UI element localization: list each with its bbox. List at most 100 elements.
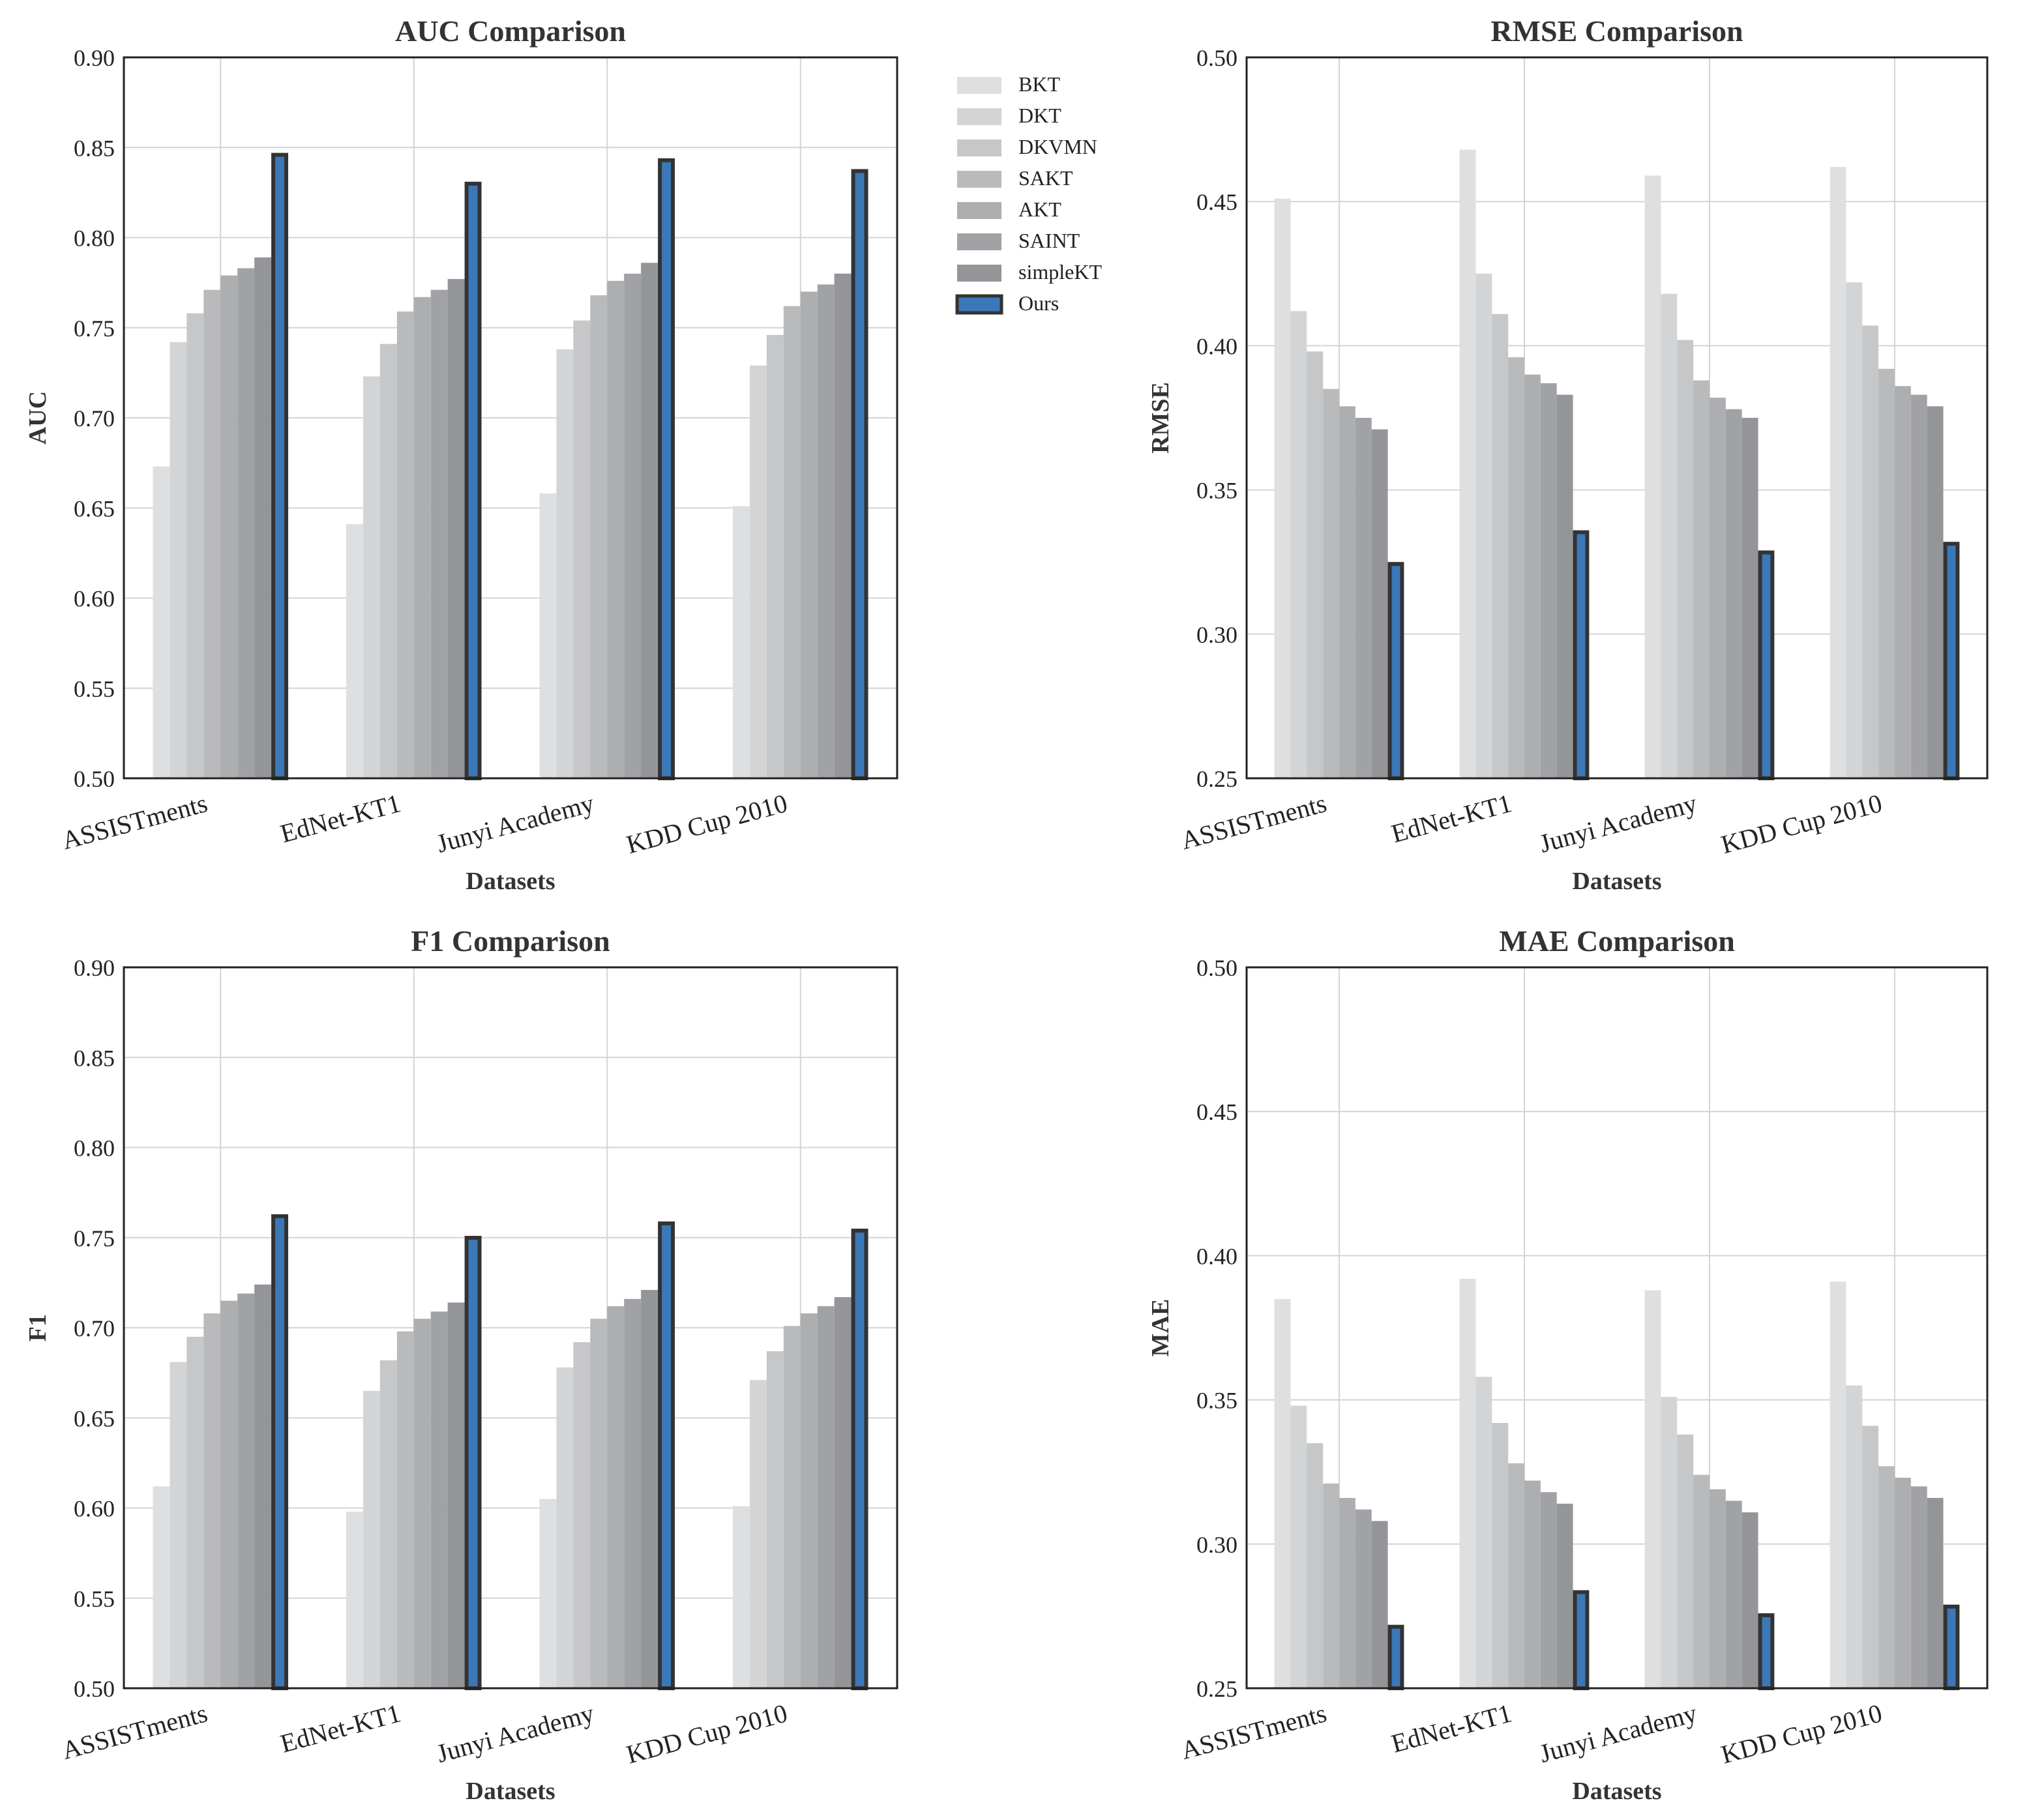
- rmse-bar-bkt-ednet-kt1: [1459, 149, 1476, 778]
- auc-ytick-label: 0.75: [74, 315, 115, 342]
- auc-bar-ours-ednet-kt1: [464, 181, 482, 781]
- f1-ytick-label: 0.65: [74, 1405, 115, 1431]
- mae-bar-dkt-junyi-academy: [1661, 1397, 1678, 1688]
- rmse-bar-simplekt-ednet-kt1: [1556, 394, 1573, 778]
- rmse-ytick-label: 0.25: [1196, 766, 1237, 792]
- f1-bar-dkt-kdd-cup-2010: [749, 1380, 767, 1688]
- auc-bar-dkvmn-kdd-cup-2010: [766, 334, 784, 778]
- mae-bar-ours-kdd-cup-2010: [1943, 1604, 1960, 1691]
- legend-swatch-sakt: [957, 171, 1001, 188]
- f1-ytick-label: 0.75: [74, 1225, 115, 1252]
- mae-bar-saint-assistments: [1355, 1509, 1372, 1688]
- f1-plot-frame: [123, 966, 898, 1690]
- legend-label-saint: SAINT: [1018, 229, 1080, 252]
- f1-xtick-assistments: ASSISTments: [59, 1698, 211, 1765]
- auc-xtick-assistments: ASSISTments: [59, 788, 211, 855]
- rmse-bar-sakt-ednet-kt1: [1508, 357, 1524, 778]
- rmse-xtick-kdd-cup-2010: KDD Cup 2010: [1718, 788, 1885, 859]
- auc-ytick-label: 0.50: [74, 766, 115, 792]
- auc-chart-title: AUC Comparison: [395, 14, 626, 48]
- f1-ytick-label: 0.85: [74, 1045, 115, 1071]
- legend-swatch-dkt: [957, 108, 1001, 125]
- mae-y-axis-label: MAE: [1147, 1299, 1174, 1357]
- f1-y-axis-label: F1: [24, 1314, 52, 1341]
- rmse-bar-akt-assistments: [1339, 406, 1355, 778]
- f1-bar-akt-kdd-cup-2010: [800, 1313, 818, 1688]
- rmse-bar-akt-kdd-cup-2010: [1895, 386, 1911, 778]
- rmse-bar-bkt-kdd-cup-2010: [1829, 167, 1846, 778]
- rmse-bar-ours-assistments: [1387, 562, 1404, 780]
- mae-bar-ours-junyi-academy: [1758, 1613, 1775, 1691]
- rmse-xtick-ednet-kt1: EdNet-KT1: [1388, 788, 1515, 848]
- mae-bar-bkt-assistments: [1274, 1298, 1291, 1688]
- auc-ytick-label: 0.70: [74, 405, 115, 432]
- f1-chart-panel: 0.50 0.55 0.60 0.65 0.70 0.75 0.80 0.85 0.90 ASSI…: [24, 924, 898, 1805]
- rmse-bar-saint-junyi-academy: [1725, 409, 1742, 778]
- rmse-chart-panel: 0.25 0.30 0.35 0.40 0.45 0.50 ASSISTments EdNet…: [1147, 14, 1989, 895]
- rmse-bar-dkt-kdd-cup-2010: [1846, 282, 1863, 778]
- mae-bar-dkvmn-assistments: [1307, 1443, 1324, 1688]
- legend-label-dkt: DKT: [1018, 104, 1061, 127]
- mae-bar-simplekt-ednet-kt1: [1556, 1503, 1573, 1688]
- auc-bar-simplekt-assistments: [254, 257, 272, 778]
- legend: BKT DKT DKVMN SAKT AKT SAINT simpleKT Ours: [955, 72, 1102, 315]
- rmse-bar-dkt-junyi-academy: [1661, 293, 1678, 778]
- mae-bar-bkt-junyi-academy: [1644, 1290, 1661, 1688]
- auc-bar-akt-assistments: [220, 275, 238, 778]
- auc-y-axis-label: AUC: [24, 391, 52, 445]
- auc-bar-dkvmn-assistments: [186, 313, 204, 778]
- rmse-ytick-label: 0.45: [1196, 189, 1237, 215]
- f1-bar-dkvmn-assistments: [186, 1336, 204, 1688]
- f1-bar-dkvmn-ednet-kt1: [379, 1360, 397, 1688]
- auc-bar-simplekt-kdd-cup-2010: [834, 273, 852, 778]
- mae-bar-dkt-assistments: [1290, 1405, 1307, 1688]
- f1-bar-akt-assistments: [220, 1300, 238, 1688]
- auc-ytick-label: 0.80: [74, 226, 115, 252]
- legend-label-simplekt: simpleKT: [1018, 260, 1102, 284]
- f1-bar-sakt-ednet-kt1: [396, 1331, 414, 1688]
- auc-ytick-label: 0.90: [74, 45, 115, 71]
- f1-ytick-label: 0.60: [74, 1496, 115, 1522]
- mae-bar-sakt-ednet-kt1: [1508, 1463, 1524, 1688]
- f1-bar-akt-junyi-academy: [607, 1306, 625, 1688]
- auc-bar-dkt-junyi-academy: [556, 349, 574, 778]
- rmse-bar-dkt-assistments: [1290, 311, 1307, 778]
- mae-chart-title: MAE Comparison: [1499, 924, 1735, 958]
- legend-swatch-dkvmn: [957, 139, 1001, 156]
- mae-bar-dkt-kdd-cup-2010: [1846, 1385, 1863, 1688]
- mae-bar-saint-ednet-kt1: [1540, 1492, 1557, 1688]
- rmse-bar-dkt-ednet-kt1: [1475, 273, 1492, 778]
- auc-bar-bkt-kdd-cup-2010: [732, 506, 750, 778]
- mae-bar-dkvmn-junyi-academy: [1677, 1434, 1694, 1688]
- mae-chart-panel: 0.25 0.30 0.35 0.40 0.45 0.50 ASSISTments EdNet…: [1147, 924, 1989, 1805]
- f1-bar-ours-kdd-cup-2010: [851, 1228, 868, 1691]
- legend-swatch-saint: [957, 233, 1001, 250]
- f1-bar-ours-assistments: [271, 1214, 289, 1691]
- mae-plot-frame: [1245, 966, 1989, 1690]
- f1-chart-title: F1 Comparison: [411, 924, 610, 958]
- mae-bar-bkt-kdd-cup-2010: [1829, 1281, 1846, 1688]
- rmse-bar-dkvmn-kdd-cup-2010: [1862, 325, 1879, 778]
- legend-swatch-simplekt: [957, 265, 1001, 282]
- auc-plot-frame: [123, 56, 898, 780]
- rmse-plot-frame: [1245, 56, 1989, 780]
- auc-bar-saint-junyi-academy: [624, 273, 642, 778]
- rmse-bar-sakt-assistments: [1323, 388, 1339, 778]
- mae-ytick-label: 0.40: [1196, 1243, 1237, 1269]
- auc-ytick-label: 0.85: [74, 135, 115, 161]
- rmse-bar-bkt-junyi-academy: [1644, 175, 1661, 778]
- f1-bar-bkt-junyi-academy: [539, 1499, 557, 1688]
- f1-xtick-ednet-kt1: EdNet-KT1: [277, 1698, 404, 1758]
- f1-bar-ours-ednet-kt1: [464, 1235, 482, 1690]
- rmse-bar-simplekt-junyi-academy: [1741, 418, 1758, 778]
- f1-bar-dkvmn-junyi-academy: [573, 1342, 591, 1688]
- rmse-xtick-assistments: ASSISTments: [1178, 788, 1330, 855]
- auc-bar-simplekt-junyi-academy: [641, 263, 659, 779]
- auc-bar-saint-ednet-kt1: [430, 289, 448, 778]
- f1-bar-sakt-kdd-cup-2010: [783, 1326, 801, 1688]
- mae-bar-dkt-ednet-kt1: [1475, 1377, 1492, 1688]
- rmse-bar-saint-kdd-cup-2010: [1910, 394, 1927, 778]
- mae-bar-ours-assistments: [1387, 1624, 1404, 1691]
- rmse-bar-sakt-junyi-academy: [1693, 380, 1710, 778]
- auc-bar-dkvmn-junyi-academy: [573, 320, 591, 778]
